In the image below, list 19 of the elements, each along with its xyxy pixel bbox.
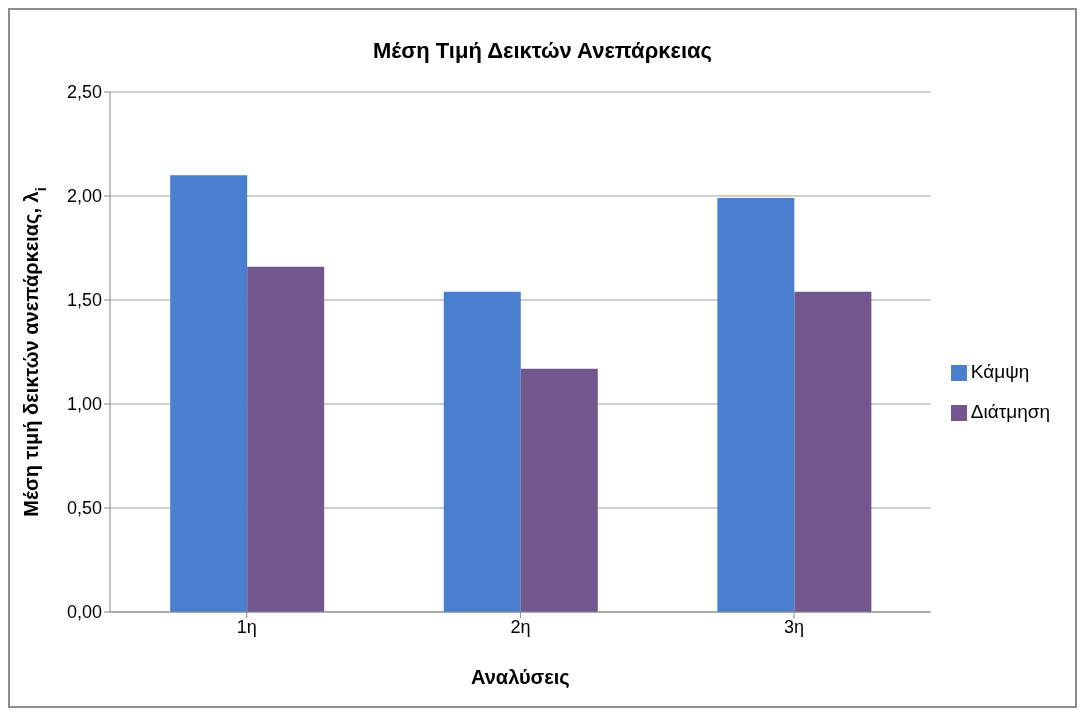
bar <box>717 198 795 612</box>
y-tick-label: 0,50 <box>66 498 102 519</box>
bar <box>247 266 325 612</box>
bar <box>520 368 598 612</box>
legend-label: Κάμψη <box>970 361 1030 382</box>
bar <box>170 175 248 612</box>
x-tick-label: 2η <box>510 616 531 637</box>
chart-title: Μέση Τιμή Δεικτών Ανεπάρκειας <box>371 38 714 64</box>
x-tick-label: 3η <box>783 616 804 637</box>
y-tick-label: 1,00 <box>66 394 102 415</box>
y-tick-label: 2,00 <box>66 186 102 207</box>
x-tick-label: 1η <box>236 616 257 637</box>
y-tick-label: 2,50 <box>66 82 102 103</box>
x-axis-title: Αναλύσεις <box>471 666 570 688</box>
bar <box>794 291 872 612</box>
y-tick-label: 0,00 <box>66 602 102 623</box>
bar <box>443 291 521 612</box>
y-tick-label: 1,50 <box>66 290 102 311</box>
legend-label: Διάτμηση <box>970 401 1050 422</box>
